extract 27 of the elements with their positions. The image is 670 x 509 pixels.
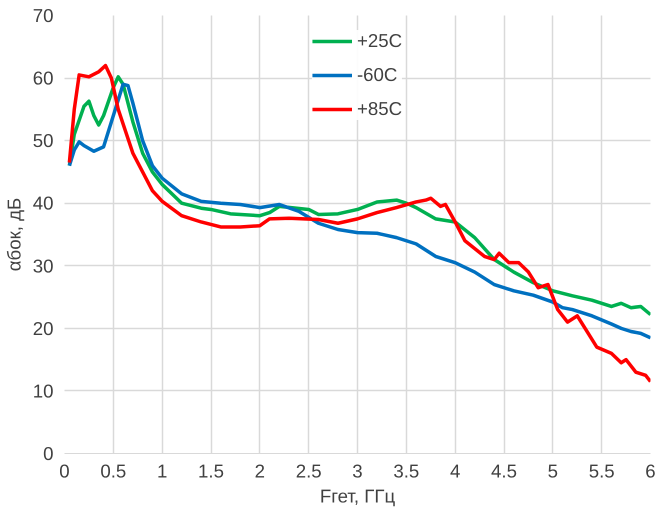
x-tick-label: 2.5 <box>296 460 322 482</box>
x-tick-label: 3 <box>352 460 363 482</box>
x-tick-label: 4 <box>450 460 460 482</box>
y-tick-label: 40 <box>32 192 54 214</box>
x-tick-label: 1 <box>156 460 168 482</box>
y-tick-label: 70 <box>32 5 54 26</box>
x-tick-label: 4.5 <box>491 460 517 482</box>
y-tick-label: 30 <box>32 255 54 276</box>
y-tick-label: 20 <box>32 318 54 339</box>
line-series <box>68 64 650 384</box>
x-tick-label: 0.5 <box>100 460 126 482</box>
y-tick-label: 0 <box>43 443 54 464</box>
x-tick-label: 6 <box>645 460 656 482</box>
y-tick-label: 50 <box>32 130 54 152</box>
x-tick-label: 5.5 <box>588 460 615 482</box>
legend-label: +85C <box>356 98 402 120</box>
x-tick-label: 3.5 <box>393 460 420 482</box>
x-tick-label: 5 <box>548 460 558 482</box>
legend-label: +25C <box>356 30 402 52</box>
x-axis-title: Fгет, ГГц <box>320 486 396 506</box>
y-tick-label: 10 <box>32 380 54 402</box>
y-axis-title: αбок, дБ <box>4 198 25 272</box>
x-tick-label: 0 <box>59 460 70 482</box>
x-tick-label: 2 <box>254 460 266 482</box>
y-tick-label: 60 <box>32 68 54 89</box>
legend-label: -60C <box>356 64 398 86</box>
x-tick-label: 1.5 <box>198 460 224 482</box>
